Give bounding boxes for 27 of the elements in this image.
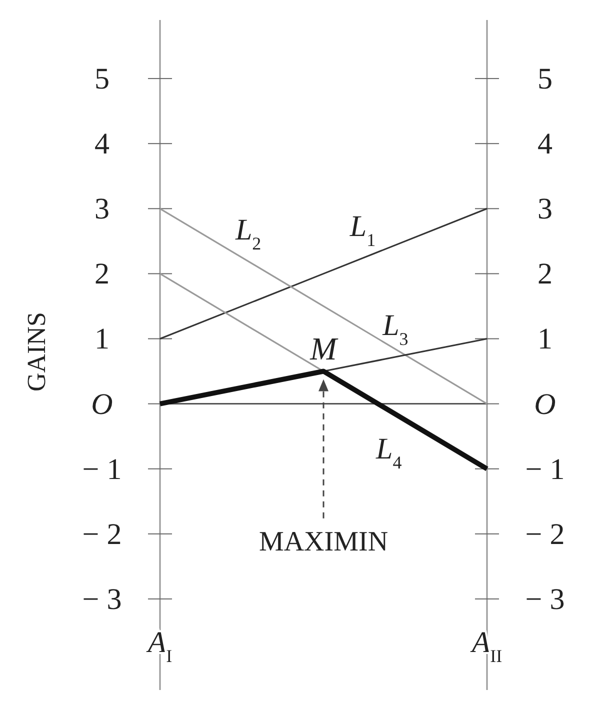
y-tick-label: − 1 <box>82 452 122 486</box>
series-label: L$_{1}$ <box>348 210 376 250</box>
series-label: L$_{4}$ <box>375 432 402 472</box>
y2-tick-label: − 3 <box>525 582 565 616</box>
y2-tick-label: − 1 <box>525 452 565 486</box>
y2-tick-label: O <box>534 388 556 421</box>
y-tick-label: 3 <box>94 192 110 226</box>
y-tick-label: 1 <box>94 322 110 356</box>
series-label: L$_{3}$ <box>382 308 408 349</box>
y2-tick-label: 3 <box>538 192 552 226</box>
y2-tick-label: 2 <box>538 258 552 291</box>
x-tick-label: A$_{I}$ <box>146 626 172 666</box>
series-label: L$_{2}$ <box>234 213 262 254</box>
y2-tick-label: 4 <box>538 128 552 161</box>
x-tick-label: A$_{II}$ <box>470 626 502 666</box>
y-tick-label: − 2 <box>82 518 122 551</box>
annotation: M <box>309 330 340 366</box>
y-tick-label: 5 <box>94 62 110 96</box>
y-tick-label: − 3 <box>82 582 122 616</box>
y2-tick-label: − 2 <box>525 518 565 551</box>
y2-tick-label: 1 <box>538 322 552 356</box>
y-axis-title: GAINS <box>22 312 51 392</box>
y-tick-label: 4 <box>94 128 110 161</box>
annotation: MAXIMIN <box>258 526 388 558</box>
y-tick-label: O <box>91 388 113 421</box>
y-tick-label: 2 <box>94 258 110 291</box>
y2-tick-label: 5 <box>538 62 552 96</box>
